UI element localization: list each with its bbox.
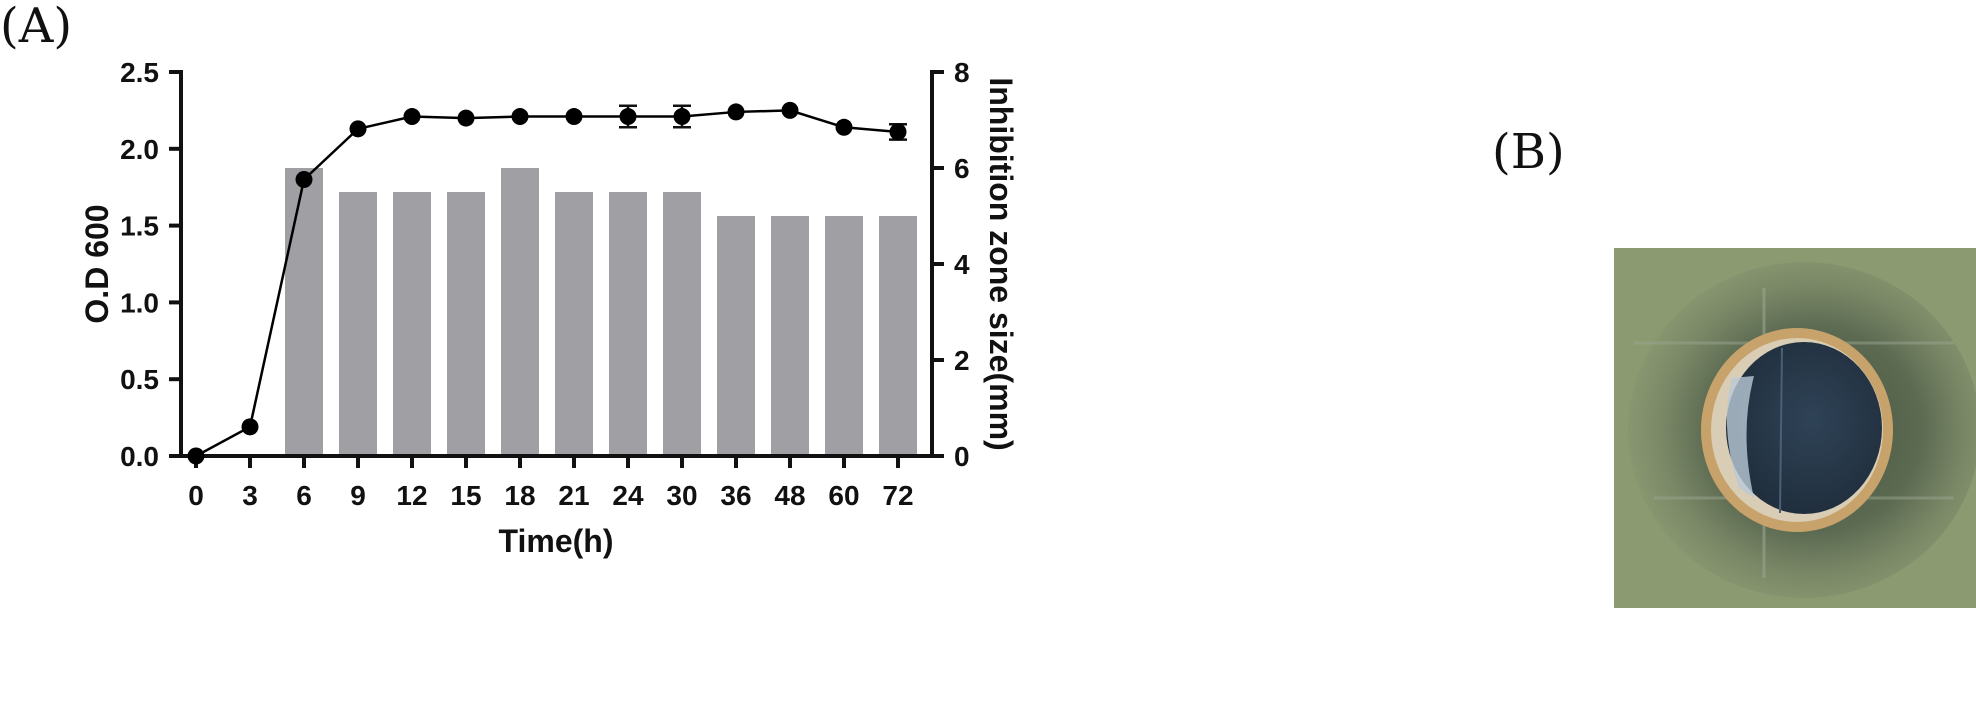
od600-line bbox=[195, 109, 899, 458]
right-tick-label: 0 bbox=[954, 441, 970, 472]
x-tick-label: 48 bbox=[774, 480, 805, 511]
agar-plate-image bbox=[1614, 248, 1976, 608]
od600-point-36 bbox=[727, 103, 745, 121]
bar-30 bbox=[663, 192, 701, 456]
od600-point-15 bbox=[457, 109, 475, 127]
od600-point-12 bbox=[403, 108, 421, 126]
od600-point-30 bbox=[673, 108, 691, 126]
right-tick-label: 2 bbox=[954, 345, 970, 376]
left-tick-label: 1.0 bbox=[120, 287, 159, 318]
inhibition-zone-photo bbox=[1614, 248, 1976, 608]
panel-b-label: (B) bbox=[1492, 124, 1565, 180]
x-tick-label: 12 bbox=[396, 480, 427, 511]
od600-point-24 bbox=[619, 108, 637, 126]
x-tick-label: 21 bbox=[558, 480, 589, 511]
well-reflection bbox=[1726, 376, 1754, 498]
bar-6 bbox=[285, 168, 323, 456]
left-y-axis-title: O.D 600 bbox=[79, 204, 115, 323]
bar-9 bbox=[339, 192, 377, 456]
x-tick-label: 30 bbox=[666, 480, 697, 511]
od600-point-48 bbox=[781, 101, 799, 119]
left-tick-label: 0.0 bbox=[120, 441, 159, 472]
bar-12 bbox=[393, 192, 431, 456]
x-tick-label: 9 bbox=[350, 480, 366, 511]
bar-18 bbox=[501, 168, 539, 456]
x-tick-label: 24 bbox=[612, 480, 644, 511]
right-tick-label: 4 bbox=[954, 249, 970, 280]
bar-15 bbox=[447, 192, 485, 456]
x-tick-label: 6 bbox=[296, 480, 312, 511]
x-tick-label: 0 bbox=[188, 480, 204, 511]
od600-point-6 bbox=[295, 171, 313, 189]
od600-point-18 bbox=[511, 108, 529, 126]
bar-21 bbox=[555, 192, 593, 456]
od600-point-3 bbox=[241, 418, 259, 436]
x-tick-label: 15 bbox=[450, 480, 481, 511]
bar-72 bbox=[879, 216, 917, 456]
x-tick-label: 3 bbox=[242, 480, 258, 511]
left-tick-label: 2.5 bbox=[120, 57, 159, 88]
right-tick-label: 6 bbox=[954, 153, 970, 184]
right-y-axis-title: Inhibition zone size(mm) bbox=[983, 77, 1019, 450]
left-tick-label: 1.5 bbox=[120, 211, 159, 242]
x-tick-label: 18 bbox=[504, 480, 535, 511]
left-tick-label: 0.5 bbox=[120, 364, 159, 395]
od600-point-60 bbox=[835, 118, 853, 136]
bar-36 bbox=[717, 216, 755, 456]
x-axis-title: Time(h) bbox=[499, 523, 614, 559]
bar-48 bbox=[771, 216, 809, 456]
well-hole bbox=[1726, 342, 1882, 514]
right-tick-label: 8 bbox=[954, 57, 970, 88]
od600-point-0 bbox=[187, 447, 205, 465]
od600-point-9 bbox=[349, 120, 367, 138]
line-layer bbox=[187, 101, 907, 465]
od600-point-21 bbox=[565, 108, 583, 126]
bar-60 bbox=[825, 216, 863, 456]
od600-point-72 bbox=[889, 123, 907, 141]
x-tick-label: 60 bbox=[828, 480, 859, 511]
panel-a-label: (A) bbox=[0, 0, 73, 54]
left-tick-label: 2.0 bbox=[120, 134, 159, 165]
bar-24 bbox=[609, 192, 647, 456]
x-tick-label: 36 bbox=[720, 480, 751, 511]
well-crack bbox=[1779, 347, 1783, 514]
bars-layer bbox=[285, 168, 917, 456]
x-tick-label: 72 bbox=[882, 480, 913, 511]
